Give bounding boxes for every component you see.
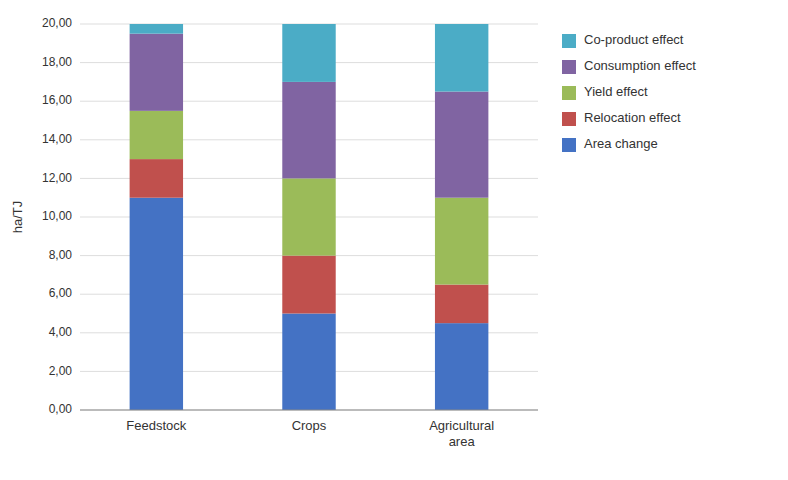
legend-swatch [562, 112, 576, 126]
y-tick-label: 8,00 [49, 248, 73, 262]
bar-segment [435, 323, 488, 410]
x-axis: Feedstock Crops Agriculturalarea [126, 418, 494, 449]
bar-segment [130, 24, 183, 34]
y-tick-label: 6,00 [49, 286, 73, 300]
legend-label: Yield effect [584, 84, 648, 99]
bar-segment [435, 198, 488, 285]
x-tick-label: Agriculturalarea [429, 418, 494, 449]
y-tick-label: 2,00 [49, 364, 73, 378]
y-tick-label: 20,00 [42, 16, 72, 30]
y-tick-label: 14,00 [42, 132, 72, 146]
bar-segment [130, 159, 183, 198]
bar-segment [282, 82, 335, 178]
bar-segment [282, 24, 335, 82]
chart: 0,00 2,00 4,00 6,00 8,00 10,00 12,00 14,00 16,00… [0, 0, 788, 480]
y-axis: 0,00 2,00 4,00 6,00 8,00 10,00 12,00 14,00 16,00… [42, 16, 538, 416]
bar-segment [130, 111, 183, 159]
y-tick-label: 10,00 [42, 209, 72, 223]
y-tick-label: 12,00 [42, 171, 72, 185]
legend-label: Co-product effect [584, 32, 684, 47]
bars [130, 24, 489, 410]
chart-container: 0,00 2,00 4,00 6,00 8,00 10,00 12,00 14,00 16,00… [0, 0, 788, 480]
legend-swatch [562, 138, 576, 152]
x-tick-label: Feedstock [126, 418, 186, 433]
y-tick-label: 18,00 [42, 55, 72, 69]
legend-label: Consumption effect [584, 58, 696, 73]
grid-line [80, 410, 538, 411]
bar-segment [282, 178, 335, 255]
legend-label: Area change [584, 136, 658, 151]
bar-segment [435, 285, 488, 324]
legend-label: Relocation effect [584, 110, 681, 125]
legend-swatch [562, 34, 576, 48]
bar-segment [130, 198, 183, 410]
legend-swatch [562, 60, 576, 74]
legend: Co-product effect Consumption effect Yield… [562, 32, 696, 152]
bar-segment [435, 92, 488, 198]
bar-segment [435, 24, 488, 92]
y-axis-label: ha/TJ [10, 201, 25, 234]
y-tick-label: 0,00 [49, 402, 73, 416]
x-tick-label: Crops [292, 418, 327, 433]
bar-segment [130, 34, 183, 111]
bar-segment [282, 314, 335, 411]
x-axis-line [80, 410, 538, 411]
bar-segment [282, 256, 335, 314]
y-tick-label: 4,00 [49, 325, 73, 339]
y-tick-label: 16,00 [42, 93, 72, 107]
legend-swatch [562, 86, 576, 100]
